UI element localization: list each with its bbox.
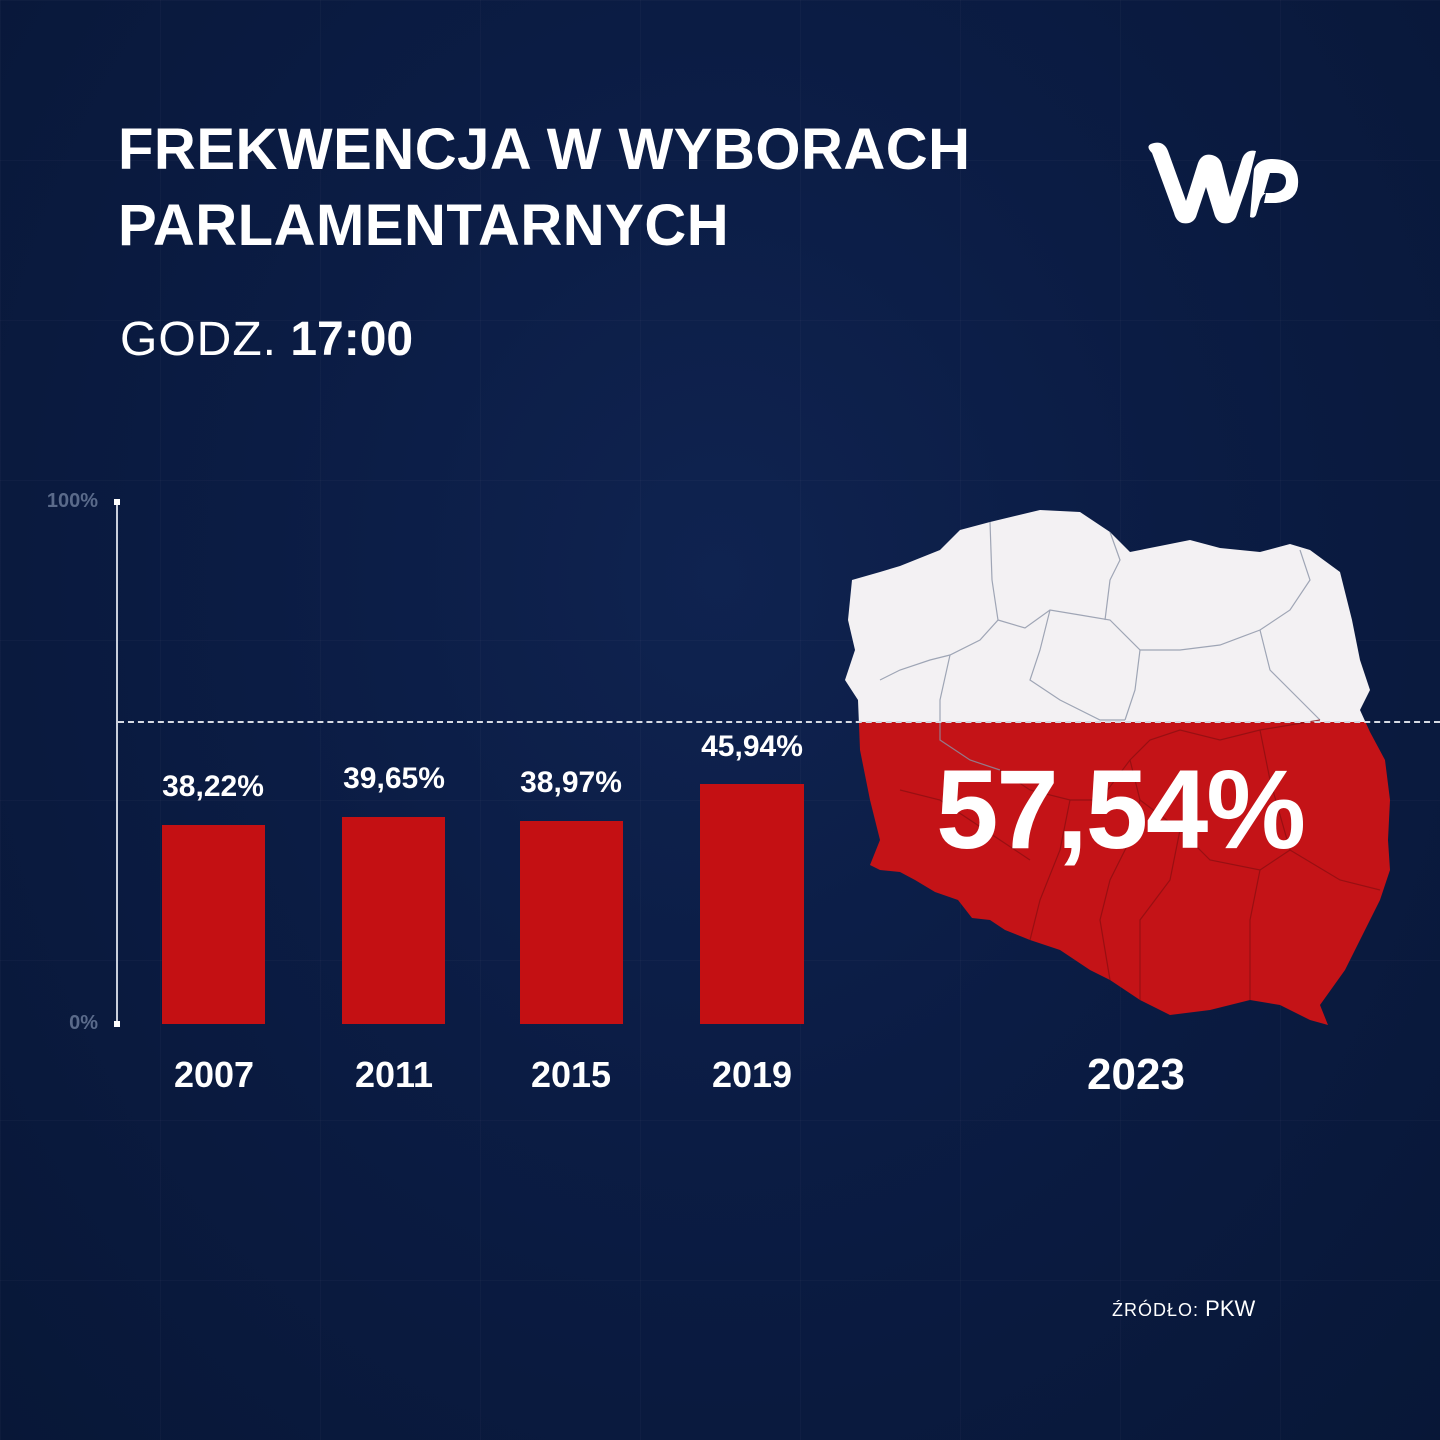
bar-2007 [162,825,265,1024]
poland-map-icon [845,510,1390,1025]
time-prefix: GODZ. [120,313,277,366]
y-axis-bottom-label: 0% [69,1012,98,1034]
y-axis-top-cap [114,499,120,505]
year-label-2023: 2023 [1087,1050,1185,1099]
bar-value-2019: 45,94% [701,730,803,763]
bar-value-2015: 38,97% [520,766,622,799]
y-axis-bottom-cap [114,1021,120,1027]
source-note: ŹRÓDŁO: PKW [1112,1296,1255,1322]
source-value: PKW [1205,1296,1256,1321]
reference-line-2023 [118,721,1440,723]
bar-2019 [700,784,804,1024]
bar-value-2007: 38,22% [162,770,264,803]
bar-2015 [520,821,623,1024]
bar-2011 [342,817,445,1024]
year-label-2007: 2007 [173,1054,255,1095]
y-axis-line [116,502,118,1024]
page-title: FREKWENCJA W WYBORACH PARLAMENTARNYCH [118,112,971,264]
year-label-2015: 2015 [530,1054,612,1095]
source-label: ŹRÓDŁO: [1112,1300,1200,1320]
time-label: GODZ. 17:00 [120,312,413,368]
time-value: 17:00 [290,313,414,366]
year-label-2019: 2019 [711,1054,793,1095]
y-axis-top-label: 100% [46,490,98,512]
title-line-2: PARLAMENTARNYCH [118,193,730,258]
title-line-1: FREKWENCJA W WYBORACH [118,117,971,182]
wp-logo-icon [1148,142,1299,224]
highlight-value: 57,54% [936,747,1306,872]
year-label-2011: 2011 [354,1054,434,1095]
bar-value-2011: 39,65% [343,762,445,795]
